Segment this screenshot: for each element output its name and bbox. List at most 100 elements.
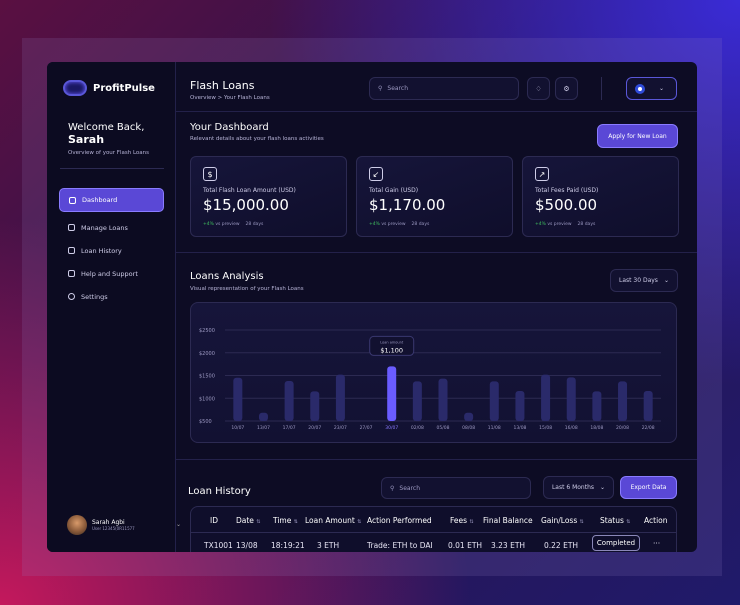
bell-icon: ♢: [535, 84, 542, 93]
sidebar-item-label: Manage Loans: [81, 223, 128, 232]
sidebar-item-label: Dashboard: [82, 196, 118, 204]
chart-bar: [310, 391, 320, 421]
welcome-user: Sarah: [68, 133, 105, 146]
x-tick-label: 10/07: [231, 425, 244, 431]
column-header[interactable]: Fees ⇅: [450, 516, 474, 525]
sidebar-item-label: Help and Support: [81, 269, 138, 278]
x-tick-label: 20/08: [616, 425, 629, 431]
column-header[interactable]: Gain/Loss ⇅: [541, 516, 584, 525]
top-bar: Flash Loans Overview > Your Flash Loans …: [176, 62, 697, 112]
x-tick-label: 30/07: [385, 425, 398, 431]
card-label: Total Flash Loan Amount (USD): [203, 187, 296, 194]
column-header[interactable]: Status ⇅: [600, 516, 631, 525]
welcome-text: Welcome Back, Sarah: [68, 122, 144, 146]
card-compare: vs preview: [381, 222, 406, 227]
x-tick-label: 20/07: [308, 425, 321, 431]
app-window: ProfitPulse Welcome Back, Sarah Overview…: [47, 62, 697, 552]
notification-button[interactable]: ♢: [527, 77, 550, 100]
card-period: 28 days: [411, 222, 430, 227]
chart-bar: [258, 412, 268, 421]
column-header-label: Time: [273, 516, 292, 525]
sort-icon: ⇅: [357, 519, 362, 525]
y-tick-label: $500: [199, 419, 212, 425]
history-search-input[interactable]: ⚲ Search: [381, 477, 531, 499]
x-tick-label: 13/08: [513, 425, 526, 431]
wallet-icon: [68, 224, 75, 231]
welcome-greeting: Welcome Back,: [68, 122, 145, 133]
card-change: +4%: [203, 222, 214, 227]
chart-tooltip: [369, 335, 415, 356]
sidebar-item-dashboard[interactable]: Dashboard: [59, 188, 164, 212]
sidebar-item-settings[interactable]: Settings: [59, 285, 164, 308]
analysis-range-select[interactable]: Last 30 Days ⌄: [610, 269, 678, 292]
column-header[interactable]: Loan Amount ⇅: [305, 516, 361, 525]
sidebar-item-loan-history[interactable]: Loan History: [59, 239, 164, 262]
card-footer: +4% vs preview 28 days: [203, 222, 263, 227]
tooltip-label: Loan amount: [380, 340, 404, 344]
column-header[interactable]: Final Balance: [483, 516, 533, 525]
chart-bar: [464, 412, 474, 421]
arrow-down-left-icon: ↙: [369, 167, 383, 181]
stat-card-gain: ↙ Total Gain (USD) $1,170.00 +4% vs prev…: [356, 156, 513, 237]
sidebar-item-manage-loans[interactable]: Manage Loans: [59, 216, 164, 239]
history-range-select[interactable]: Last 6 Months ⌄: [543, 476, 614, 499]
breadcrumb: Overview > Your Flash Loans: [190, 95, 270, 101]
y-tick-label: $2500: [199, 328, 215, 334]
card-period: 28 days: [577, 222, 596, 227]
history-title: Loan History: [188, 486, 251, 497]
x-tick-label: 16/08: [565, 425, 578, 431]
x-tick-label: 18/08: [590, 425, 603, 431]
chart-bar: [592, 391, 602, 421]
sidebar-item-label: Settings: [81, 292, 108, 301]
card-compare: vs preview: [547, 222, 572, 227]
y-tick-label: $1000: [199, 396, 215, 402]
card-value: $1,170.00: [369, 196, 446, 214]
user-profile[interactable]: Sarah Agbi User 12345(0R11577 ⌄: [67, 515, 181, 535]
section-divider: [176, 459, 697, 460]
user-id: User 12345(0R11577: [92, 526, 135, 531]
dollar-icon: $: [203, 167, 217, 181]
arrow-up-right-icon: ↗: [535, 167, 549, 181]
avatar: [67, 515, 87, 535]
logo-icon: [63, 80, 87, 96]
apply-loan-button[interactable]: Apply for New Loan: [597, 124, 678, 148]
x-tick-label: 11/08: [488, 425, 501, 431]
column-header[interactable]: ID: [210, 516, 218, 525]
card-value: $500.00: [535, 196, 598, 214]
y-tick-label: $1500: [199, 374, 215, 380]
chart-bar: [387, 366, 397, 421]
help-icon: [68, 270, 75, 277]
column-header[interactable]: Date ⇅: [236, 516, 261, 525]
sort-icon: ⇅: [256, 519, 261, 525]
page-title: Flash Loans: [190, 79, 255, 92]
logo[interactable]: ProfitPulse: [63, 80, 155, 96]
chart-bar: [566, 377, 576, 421]
more-options-icon[interactable]: ···: [653, 539, 661, 548]
sidebar: ProfitPulse Welcome Back, Sarah Overview…: [47, 62, 181, 552]
search-input[interactable]: ⚲ Search: [369, 77, 519, 100]
column-header: Action: [644, 516, 668, 525]
sidebar-item-help[interactable]: Help and Support: [59, 262, 164, 285]
sidebar-nav: Dashboard Manage Loans Loan History Help…: [59, 188, 164, 308]
settings-button[interactable]: ⚙: [555, 77, 578, 100]
cell-time: 18:19:21: [271, 541, 305, 550]
column-header[interactable]: Time ⇅: [273, 516, 298, 525]
chevron-down-icon: ⌄: [663, 277, 669, 284]
sort-icon: ⇅: [626, 519, 631, 525]
loan-history-table: ID Date ⇅ Time ⇅ Loan Amount ⇅ Action Pe…: [190, 506, 677, 552]
bar-chart: $500 $1000 $1500 $2000 $2500 10/07 13/07 17/07 2…: [199, 328, 661, 431]
column-header-label: Fees: [450, 516, 468, 525]
dashboard-title: Your Dashboard: [190, 122, 269, 133]
main-content: Flash Loans Overview > Your Flash Loans …: [176, 62, 697, 552]
search-placeholder: Search: [387, 85, 409, 92]
cell-id: TX1001: [204, 541, 233, 550]
loans-chart: $500 $1000 $1500 $2000 $2500 10/07 13/07 17/07 2…: [190, 302, 677, 443]
gear-icon: ⚙: [563, 84, 570, 93]
column-header[interactable]: Action Performed: [367, 516, 432, 525]
cell-balance: 3.23 ETH: [491, 541, 526, 550]
x-tick-label: 02/08: [411, 425, 424, 431]
account-switcher[interactable]: ⌄: [626, 77, 677, 100]
export-data-button[interactable]: Export Data: [620, 476, 677, 499]
chevron-down-icon[interactable]: ⌄: [175, 521, 181, 528]
chart-bar: [335, 374, 345, 421]
